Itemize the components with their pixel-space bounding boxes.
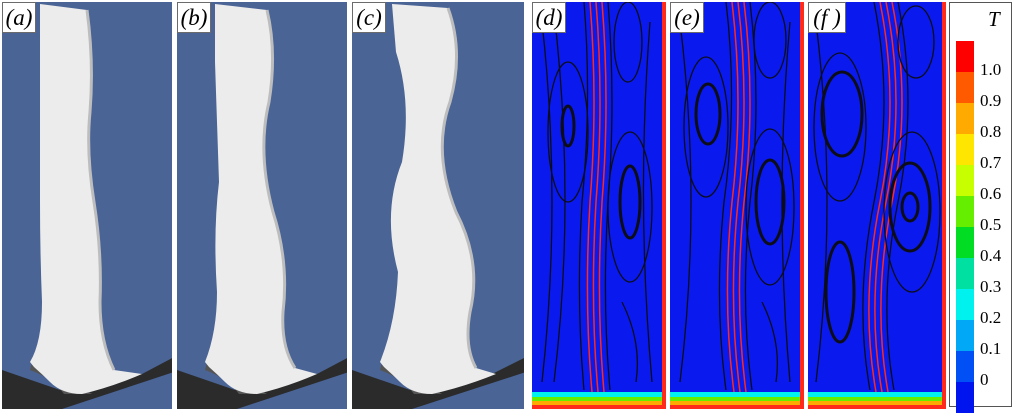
colorbar-tick-label: 0.5	[980, 214, 1002, 234]
colorbar-swatch	[956, 227, 974, 258]
colorbar-swatch	[956, 134, 974, 165]
colorbar-swatch	[956, 165, 974, 196]
panel-c: (c)	[352, 2, 524, 409]
surface-plot-b	[177, 2, 347, 409]
colorbar-swatch	[956, 103, 974, 134]
streamline-plot-f	[808, 2, 946, 409]
colorbar-swatch	[956, 258, 974, 289]
panel-a: (a)	[2, 2, 172, 409]
colorbar-tick-label: 0.9	[980, 90, 1002, 110]
panel-d: (d)	[532, 2, 666, 409]
colorbar-swatch	[956, 72, 974, 103]
surface-plot-c	[352, 2, 524, 409]
colorbar-swatch	[956, 382, 974, 413]
surface-plot-a	[2, 2, 172, 409]
colorbar-tick-label: 0	[980, 369, 989, 389]
colorbar-tick-label: 0.1	[980, 338, 1002, 358]
colorbar-swatch	[956, 196, 974, 227]
colorbar-tick-label: 0.4	[980, 245, 1002, 265]
colorbar-tick-label: 0.6	[980, 183, 1002, 203]
colorbar-tick-label: 0.8	[980, 121, 1002, 141]
panel-label-b: (b)	[177, 2, 211, 33]
panel-label-f: (f )	[808, 2, 846, 33]
panel-label-e: (e)	[670, 2, 704, 33]
colorbar-tick-label: 0.3	[980, 276, 1002, 296]
colorbar-tick-label: 0.2	[980, 307, 1002, 327]
colorbar: T 1.0 0.9 0.8 0.7 0.6 0.5 0.4 0.3 0.2 0.1 0	[949, 2, 1012, 413]
colorbar-tick-label: 0.7	[980, 152, 1002, 172]
panel-f: (f )	[808, 2, 946, 409]
panel-e: (e)	[670, 2, 804, 409]
panel-label-a: (a)	[2, 2, 36, 33]
panel-label-d: (d)	[532, 2, 566, 33]
colorbar-title: T	[988, 7, 1000, 31]
streamline-plot-d	[532, 2, 666, 409]
panel-b: (b)	[177, 2, 347, 409]
streamline-plot-e	[670, 2, 804, 409]
colorbar-swatch	[956, 320, 974, 351]
colorbar-swatch	[956, 41, 974, 72]
colorbar-swatch	[956, 351, 974, 382]
panel-label-c: (c)	[352, 2, 386, 33]
colorbar-tick-label: 1.0	[980, 59, 1002, 79]
colorbar-swatch	[956, 289, 974, 320]
